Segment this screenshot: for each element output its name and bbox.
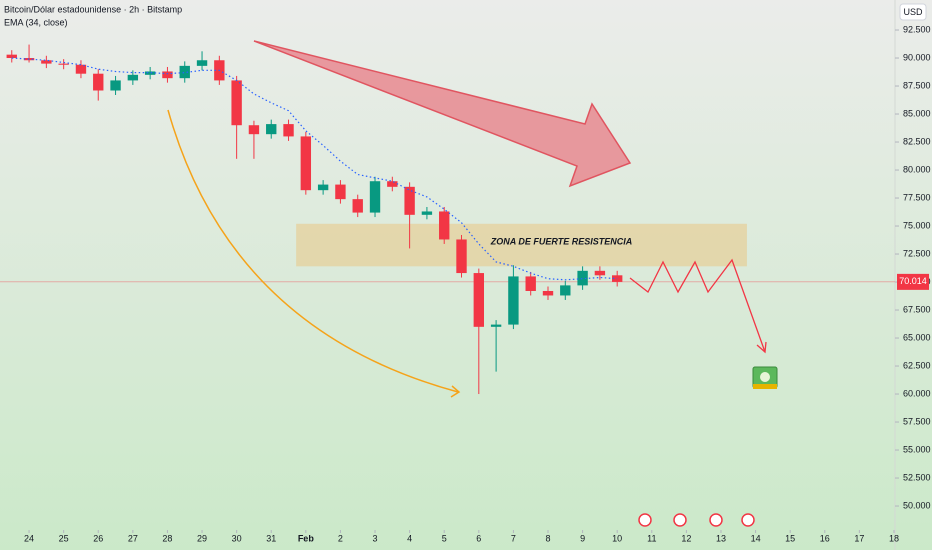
currency-box[interactable] (899, 3, 927, 21)
candle-body (266, 124, 277, 135)
y-tick-label: 72.500 (903, 248, 931, 258)
money-icon (752, 366, 778, 389)
candle-body (369, 181, 381, 213)
candle-body (248, 125, 260, 135)
ema-line (11, 57, 618, 281)
curve-drawing (167, 109, 459, 393)
candle-body (75, 64, 87, 74)
candle-body (594, 270, 606, 276)
x-tick-label: 8 (545, 533, 550, 543)
x-tick-label: 26 (93, 533, 103, 543)
x-tick-label: 28 (162, 533, 172, 543)
candle-body (231, 80, 242, 126)
last-price-tag (897, 273, 929, 290)
x-tick-label: 31 (266, 533, 276, 543)
candle-body (300, 136, 312, 191)
candle-body (110, 80, 121, 91)
x-tick-label: 3 (373, 533, 378, 543)
candle-body (387, 181, 398, 187)
y-tick-label: 75.000 (903, 220, 931, 230)
y-tick-label: 77.500 (903, 192, 931, 202)
candle-body (560, 285, 571, 296)
x-tick-label: 25 (59, 533, 69, 543)
y-tick-label: 50.000 (903, 500, 931, 510)
y-tick-label: 52.500 (903, 472, 931, 482)
x-tick-label: 2 (338, 533, 343, 543)
candle-body (196, 60, 208, 66)
y-tick-label: 90.000 (903, 52, 931, 62)
trend-arrow (253, 40, 632, 188)
y-tick-label: 55.000 (903, 444, 931, 454)
candle-body (473, 273, 484, 327)
y-tick-label: 85.000 (903, 108, 931, 118)
x-tick-label: 24 (24, 533, 34, 543)
x-tick-label: 14 (751, 533, 761, 543)
candle-body (352, 199, 363, 213)
candle-body (421, 211, 433, 215)
x-tick-label: 27 (128, 533, 138, 543)
candle-body (6, 54, 17, 59)
x-tick-label: 30 (232, 533, 242, 543)
y-tick-label: 82.500 (903, 136, 931, 146)
resistance-zone (296, 223, 747, 267)
x-tick-label: 15 (785, 533, 795, 543)
candle-body (41, 60, 52, 64)
x-tick-label: 9 (580, 533, 585, 543)
candle-body (317, 184, 329, 191)
x-tick-label: 5 (442, 533, 447, 543)
curve-arrowhead (450, 385, 461, 398)
x-tick-label: Feb (298, 533, 315, 543)
x-tick-label: 7 (511, 533, 516, 543)
y-tick-label: 57.500 (903, 416, 931, 426)
candle-body (508, 276, 519, 325)
x-tick-label: 17 (854, 533, 864, 543)
candle-body (144, 71, 156, 75)
projection-line (629, 258, 766, 353)
candle-body (404, 186, 415, 215)
projection-arrowhead (756, 341, 767, 354)
candle-body (179, 65, 190, 79)
candle-body (58, 63, 69, 65)
candle-body (525, 276, 536, 291)
candle-body (127, 74, 139, 81)
x-tick-label: 12 (681, 533, 691, 543)
x-tick-label: 16 (820, 533, 830, 543)
y-tick-label: 62.500 (903, 360, 931, 370)
indicator-legend: EMA (34, close) (4, 17, 68, 27)
zone-label: ZONA DE FUERTE RESISTENCIA (490, 236, 633, 246)
y-tick-label: 65.000 (903, 332, 931, 342)
x-tick-label: 18 (889, 533, 899, 543)
currency-label[interactable]: USD (903, 7, 923, 17)
candle-body (162, 71, 173, 79)
x-tick-label: 6 (476, 533, 481, 543)
y-tick-label: 60.000 (903, 388, 931, 398)
x-tick-label: 13 (716, 533, 726, 543)
last-price-label: 70.014 (899, 276, 927, 286)
candle-body (456, 239, 467, 274)
candle-body (335, 184, 346, 200)
candle-body (439, 211, 450, 240)
y-tick-label: 80.000 (903, 164, 931, 174)
y-tick-label: 87.500 (903, 80, 931, 90)
x-tick-label: 10 (612, 533, 622, 543)
y-tick-label: 92.500 (903, 24, 931, 34)
candle-body (490, 324, 502, 327)
candle-body (542, 290, 554, 296)
plot: ZONA DE FUERTE RESISTENCIA (0, 29, 899, 533)
candle-body (577, 270, 588, 286)
candle-body (93, 73, 104, 91)
candle-body (283, 124, 294, 137)
x-tick-label: 4 (407, 533, 412, 543)
x-tick-label: 29 (197, 533, 207, 543)
event-icons (638, 513, 755, 527)
y-tick-label: 67.500 (903, 304, 931, 314)
x-tick-label: 11 (647, 533, 656, 543)
chart-title: Bitcoin/Dólar estadounidense · 2h · Bits… (4, 4, 182, 14)
